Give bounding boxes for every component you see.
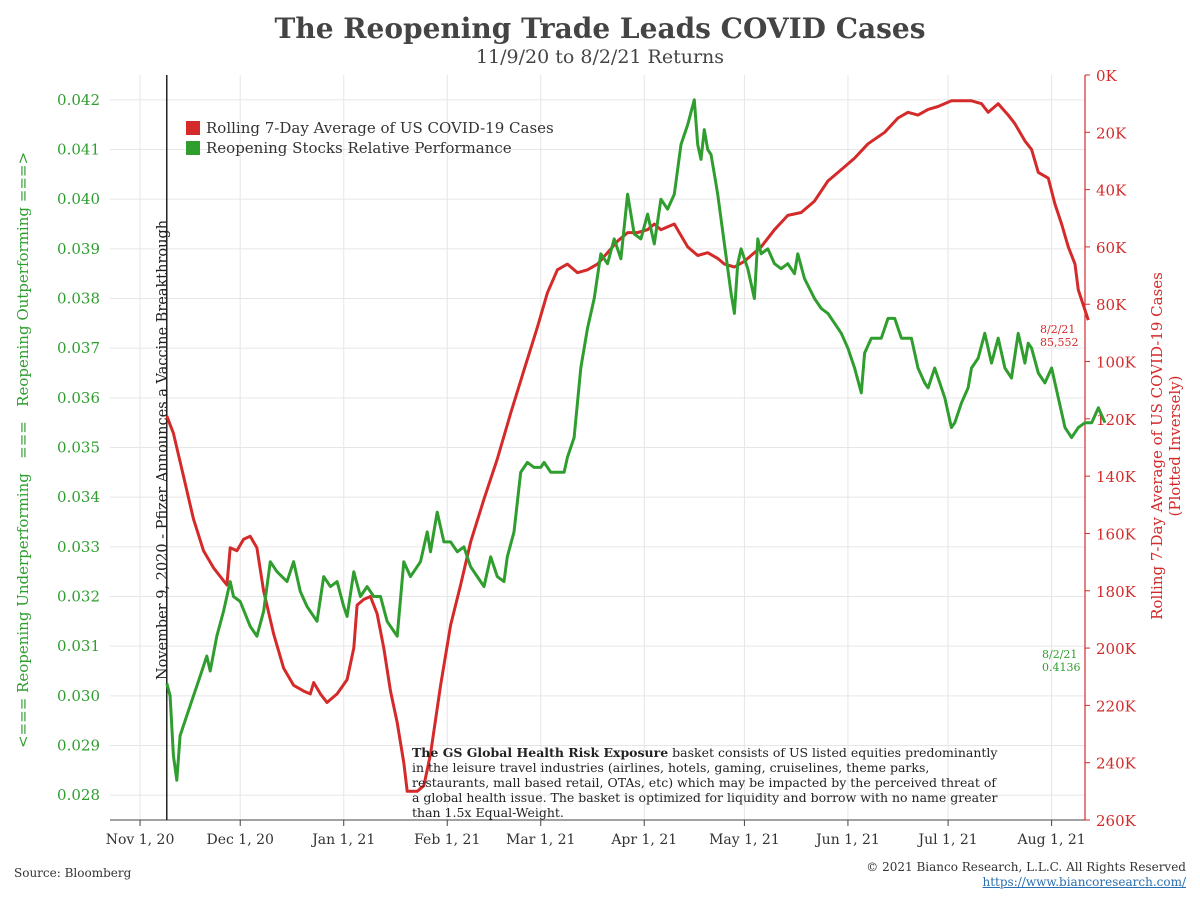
left-tick-label: 0.033 xyxy=(57,538,100,556)
left-tick-label: 0.035 xyxy=(57,439,100,457)
right-tick-label: 120K xyxy=(1096,411,1137,429)
legend-label-cases: Rolling 7-Day Average of US COVID-19 Cas… xyxy=(206,119,554,137)
left-axis-title: <=== Reopening Underperforming === Reope… xyxy=(14,152,32,748)
right-tick-label: 80K xyxy=(1096,296,1127,314)
source-label: Source: Bloomberg xyxy=(14,866,132,880)
chart-title: The Reopening Trade Leads COVID Cases xyxy=(274,12,926,45)
right-tick-label: 240K xyxy=(1096,755,1137,773)
left-tick-label: 0.042 xyxy=(57,91,100,109)
x-tick-label: Apr 1, 21 xyxy=(610,832,677,848)
stocks-end-value: 0.4136 xyxy=(1042,661,1081,674)
left-tick-label: 0.029 xyxy=(57,737,100,755)
right-tick-label: 100K xyxy=(1096,354,1137,372)
left-tick-label: 0.040 xyxy=(57,190,100,208)
x-tick-label: Mar 1, 21 xyxy=(506,832,575,848)
legend-swatch-cases xyxy=(186,121,200,135)
legend-swatch-stocks xyxy=(186,141,200,155)
right-tick-label: 220K xyxy=(1096,697,1137,715)
basket-note: The GS Global Health Risk Exposure baske… xyxy=(412,745,1000,820)
right-tick-label: 140K xyxy=(1096,468,1137,486)
right-tick-label: 200K xyxy=(1096,640,1137,658)
right-tick-label: 0K xyxy=(1096,67,1118,85)
cases-end-value: 85,552 xyxy=(1040,336,1079,349)
x-tick-label: Feb 1, 21 xyxy=(414,832,480,848)
legend-label-stocks: Reopening Stocks Relative Performance xyxy=(206,139,512,157)
left-tick-label: 0.036 xyxy=(57,389,100,407)
x-tick-label: Dec 1, 20 xyxy=(207,832,274,848)
x-tick-label: Aug 1, 21 xyxy=(1017,832,1086,848)
x-tick-label: Jan 1, 21 xyxy=(310,832,375,848)
right-tick-label: 260K xyxy=(1096,812,1137,830)
footer-right: © 2021 Bianco Research, L.L.C. All Right… xyxy=(866,860,1186,890)
left-tick-label: 0.032 xyxy=(57,588,100,606)
stocks-line xyxy=(165,98,1107,782)
right-tick-label: 160K xyxy=(1096,525,1137,543)
stocks-end-date: 8/2/21 xyxy=(1042,648,1077,661)
left-tick-label: 0.037 xyxy=(57,339,100,357)
left-tick-label: 0.034 xyxy=(57,488,100,506)
right-tick-label: 60K xyxy=(1096,239,1127,257)
right-axis-subtitle: (Plotted Inversely) xyxy=(1166,376,1184,517)
left-tick-label: 0.038 xyxy=(57,290,100,308)
basket-note-bold: The GS Global Health Risk Exposure xyxy=(412,745,669,760)
x-tick-label: Jul 1, 21 xyxy=(917,832,978,848)
left-tick-label: 0.030 xyxy=(57,687,100,705)
x-tick-label: Jun 1, 21 xyxy=(814,832,880,848)
left-tick-label: 0.039 xyxy=(57,240,100,258)
website-link[interactable]: https://www.biancoresearch.com/ xyxy=(982,875,1186,889)
left-tick-label: 0.041 xyxy=(57,141,100,159)
right-tick-label: 40K xyxy=(1096,182,1127,200)
right-tick-label: 20K xyxy=(1096,124,1127,142)
cases-end-date: 8/2/21 xyxy=(1040,323,1075,336)
right-axis-title: Rolling 7-Day Average of US COVID-19 Cas… xyxy=(1148,272,1166,620)
left-tick-label: 0.031 xyxy=(57,637,100,655)
left-tick-label: 0.028 xyxy=(57,786,100,804)
basket-note-text: basket consists of US listed equities pr… xyxy=(412,745,998,820)
x-tick-label: May 1, 21 xyxy=(709,832,780,848)
right-tick-label: 180K xyxy=(1096,583,1137,601)
chart-subtitle: 11/9/20 to 8/2/21 Returns xyxy=(475,46,725,68)
x-tick-label: Nov 1, 20 xyxy=(106,832,175,848)
copyright-text: © 2021 Bianco Research, L.L.C. All Right… xyxy=(866,860,1186,874)
event-label: November 9, 2020 - Pfizer Announces a Va… xyxy=(155,220,171,680)
